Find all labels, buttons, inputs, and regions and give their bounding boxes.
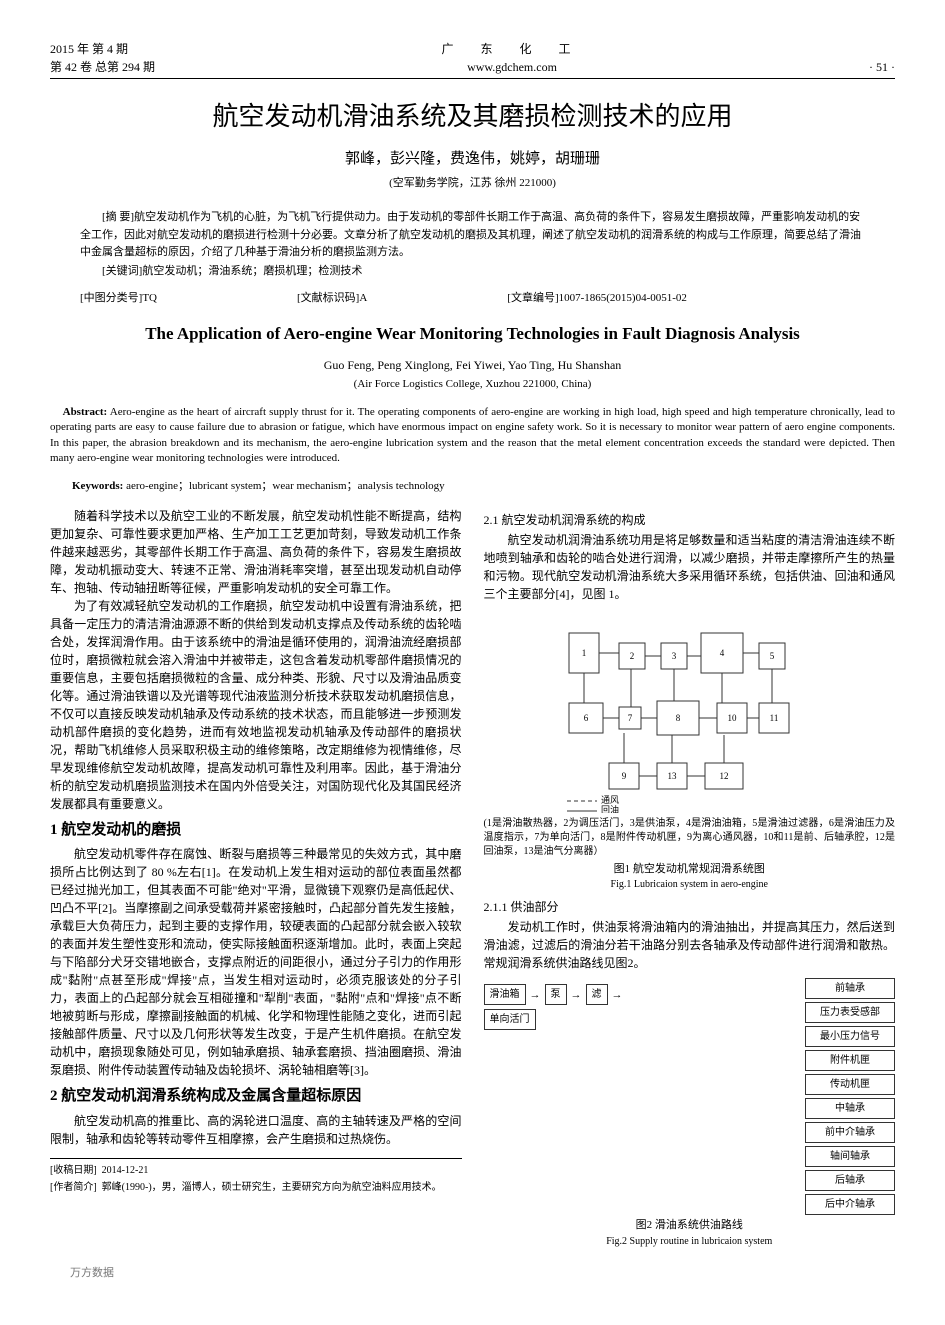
svg-text:8: 8 bbox=[676, 713, 681, 723]
column-right: 2.1 航空发动机润滑系统的构成 航空发动机润滑油系统功用是将足够数量和适当粘度… bbox=[484, 507, 896, 1249]
class-number: [中图分类号]TQ bbox=[80, 290, 157, 307]
journal-site: www.gdchem.com bbox=[442, 58, 583, 76]
figure-1-caption-en: Fig.1 Lubricaion system in aero-engine bbox=[484, 877, 896, 892]
subsection-2-1-body: 航空发动机润滑油系统功用是将足够数量和适当粘度的清洁滑油连续不断地喷到轴承和齿轮… bbox=[484, 531, 896, 603]
body-columns: 随着科学技术以及航空工业的不断发展，航空发动机性能不断提高，结构更加复杂、可靠性… bbox=[50, 507, 895, 1249]
section-2-body: 航空发动机高的推重比、高的涡轮进口温度、高的主轴转速及严格的空间限制，轴承和齿轮… bbox=[50, 1112, 462, 1148]
svg-text:7: 7 bbox=[628, 713, 633, 723]
affiliation-en: (Air Force Logistics College, Xuzhou 221… bbox=[50, 376, 895, 393]
abstract-en-block: Abstract: Aero-engine as the heart of ai… bbox=[50, 405, 895, 467]
flow-box: 前中介轴承 bbox=[805, 1122, 895, 1143]
figure-1-caption-cn: 图1 航空发动机常规润滑系统图 bbox=[484, 861, 896, 878]
figure-1-diagram: 12345678101191312通风回油 bbox=[549, 613, 829, 813]
svg-text:13: 13 bbox=[668, 771, 678, 781]
svg-text:9: 9 bbox=[622, 771, 627, 781]
footer-separator bbox=[50, 1158, 462, 1159]
section-1-heading: 1 航空发动机的磨损 bbox=[50, 819, 462, 842]
figure-2-flow: 滑油箱 → 泵 → 滤 → 单向活门 前轴承 压力表受感部 最小压力信号 附件机… bbox=[484, 978, 896, 1215]
flow-box: 滑油箱 bbox=[484, 984, 526, 1005]
keywords-en-text: aero-engine；lubricant system；wear mechan… bbox=[123, 480, 444, 492]
svg-text:1: 1 bbox=[582, 648, 587, 658]
arrow-icon: → bbox=[530, 987, 541, 1004]
flow-box: 轴间轴承 bbox=[805, 1146, 895, 1167]
section-1-body: 航空发动机零件存在腐蚀、断裂与磨损等三种最常见的失效方式，其中磨损所占比例达到了… bbox=[50, 845, 462, 1079]
svg-text:5: 5 bbox=[770, 651, 775, 661]
keywords-en-lead: Keywords: bbox=[72, 480, 123, 492]
flow-box: 后中介轴承 bbox=[805, 1194, 895, 1215]
year-issue: 2015 年 第 4 期 bbox=[50, 40, 155, 58]
subsection-2-1-heading: 2.1 航空发动机润滑系统的构成 bbox=[484, 511, 896, 529]
flow-box: 最小压力信号 bbox=[805, 1026, 895, 1047]
abstract-cn: [摘 要]航空发动机作为飞机的心脏，为飞机飞行提供动力。由于发动机的零部件长期工… bbox=[80, 209, 865, 262]
svg-text:10: 10 bbox=[728, 713, 738, 723]
figure-1-note: (1是滑油散热器，2为调压活门，3是供油泵，4是滑油油箱，5是滑油过滤器，6是滑… bbox=[484, 817, 896, 859]
header-right: · 51 · bbox=[869, 40, 895, 76]
page-number: · 51 · bbox=[869, 58, 895, 76]
flow-box: 单向活门 bbox=[484, 1009, 536, 1030]
journal-name-cn: 广 东 化 工 bbox=[442, 40, 583, 58]
bio-text: 郭峰(1990-)，男，淄博人，硕士研究生，主要研究方向为航空油料应用技术。 bbox=[102, 1182, 442, 1193]
header-center: 广 东 化 工 www.gdchem.com bbox=[442, 40, 583, 76]
intro-p2: 为了有效减轻航空发动机的工作磨损，航空发动机中设置有滑油系统，把具备一定压力的清… bbox=[50, 597, 462, 813]
svg-text:4: 4 bbox=[720, 648, 725, 658]
affiliation-cn: (空军勤务学院，江苏 徐州 221000) bbox=[50, 175, 895, 192]
vol-total: 第 42 卷 总第 294 期 bbox=[50, 58, 155, 76]
received-date: 2014-12-21 bbox=[102, 1165, 149, 1176]
intro-p1: 随着科学技术以及航空工业的不断发展，航空发动机性能不断提高，结构更加复杂、可靠性… bbox=[50, 507, 462, 597]
svg-text:12: 12 bbox=[720, 771, 729, 781]
received-label: [收稿日期] bbox=[50, 1165, 97, 1176]
running-header: 2015 年 第 4 期 第 42 卷 总第 294 期 广 东 化 工 www… bbox=[50, 40, 895, 79]
arrow-icon: → bbox=[612, 987, 623, 1004]
flow-box: 中轴承 bbox=[805, 1098, 895, 1119]
svg-text:11: 11 bbox=[770, 713, 779, 723]
svg-text:6: 6 bbox=[584, 713, 589, 723]
keywords-en-block: Keywords: aero-engine；lubricant system；w… bbox=[50, 478, 895, 495]
bio-label: [作者简介] bbox=[50, 1182, 97, 1193]
flow-box: 前轴承 bbox=[805, 978, 895, 999]
figure-2-stack: 前轴承 压力表受感部 最小压力信号 附件机匣 传动机匣 中轴承 前中介轴承 轴间… bbox=[805, 978, 895, 1215]
watermark-text: 万方数据 bbox=[70, 1265, 895, 1282]
abstract-cn-block: [摘 要]航空发动机作为飞机的心脏，为飞机飞行提供动力。由于发动机的零部件长期工… bbox=[80, 209, 865, 280]
flow-box: 压力表受感部 bbox=[805, 1002, 895, 1023]
subsection-2-1-1-heading: 2.1.1 供油部分 bbox=[484, 898, 896, 916]
doc-code: [文献标识码]A bbox=[297, 290, 367, 307]
figure-2-caption-en: Fig.2 Supply routine in lubricaion syste… bbox=[484, 1234, 896, 1249]
arrow-icon: → bbox=[571, 987, 582, 1004]
flow-box: 后轴承 bbox=[805, 1170, 895, 1191]
title-cn: 航空发动机滑油系统及其磨损检测技术的应用 bbox=[50, 97, 895, 136]
flow-box: 泵 bbox=[545, 984, 567, 1005]
svg-text:通风: 通风 bbox=[601, 795, 619, 805]
figure-1-legend bbox=[567, 801, 597, 811]
article-number: [文章编号]1007-1865(2015)04-0051-02 bbox=[507, 290, 687, 307]
subsection-2-1-1-body: 发动机工作时，供油泵将滑油箱内的滑油抽出，并提高其压力，然后送到滑油滤，过滤后的… bbox=[484, 918, 896, 972]
section-2-heading: 2 航空发动机润滑系统构成及金属含量超标原因 bbox=[50, 1085, 462, 1108]
abstract-en-text: Aero-engine as the heart of aircraft sup… bbox=[50, 406, 895, 464]
authors-en: Guo Feng, Peng Xinglong, Fei Yiwei, Yao … bbox=[50, 356, 895, 374]
figure-2-caption-cn: 图2 滑油系统供油路线 bbox=[484, 1217, 896, 1234]
authors-cn: 郭峰，彭兴隆，费逸伟，姚婷，胡珊珊 bbox=[50, 148, 895, 171]
title-en: The Application of Aero-engine Wear Moni… bbox=[50, 321, 895, 347]
svg-text:回油: 回油 bbox=[601, 804, 619, 813]
classification-row: [中图分类号]TQ [文献标识码]A [文章编号]1007-1865(2015)… bbox=[80, 290, 865, 307]
column-left: 随着科学技术以及航空工业的不断发展，航空发动机性能不断提高，结构更加复杂、可靠性… bbox=[50, 507, 462, 1249]
abstract-en-lead: Abstract: bbox=[63, 406, 108, 418]
keywords-cn: [关键词]航空发动机；滑油系统；磨损机理；检测技术 bbox=[80, 263, 865, 281]
flow-box: 附件机匣 bbox=[805, 1050, 895, 1071]
flow-box: 传动机匣 bbox=[805, 1074, 895, 1095]
header-left: 2015 年 第 4 期 第 42 卷 总第 294 期 bbox=[50, 40, 155, 76]
flow-box: 滤 bbox=[586, 984, 608, 1005]
figure-2-row: 滑油箱 → 泵 → 滤 → 单向活门 bbox=[484, 984, 674, 1030]
svg-text:3: 3 bbox=[672, 651, 677, 661]
author-bio-line: [作者简介] 郭峰(1990-)，男，淄博人，硕士研究生，主要研究方向为航空油料… bbox=[50, 1180, 462, 1195]
svg-text:2: 2 bbox=[630, 651, 635, 661]
received-date-line: [收稿日期] 2014-12-21 bbox=[50, 1163, 462, 1178]
